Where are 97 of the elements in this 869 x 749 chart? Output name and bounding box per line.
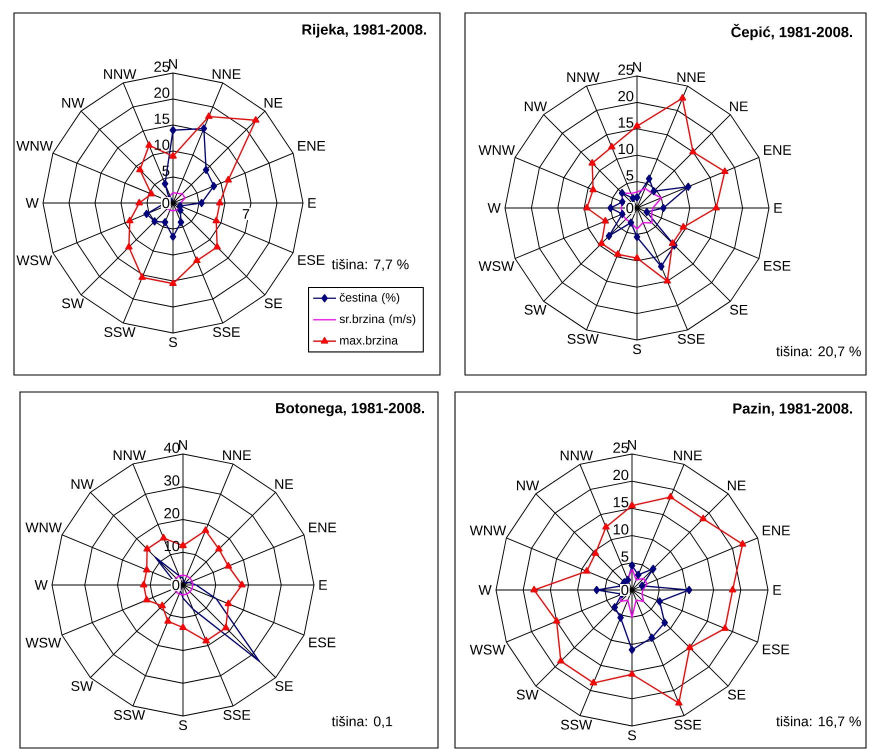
spoke-label: SSE (223, 710, 250, 720)
y-tick-label: 0 (621, 584, 628, 596)
spoke-label: S (168, 337, 178, 348)
spoke-label: ESE (764, 260, 790, 271)
text: tišina: 16,7 % (776, 716, 861, 728)
spoke-label: ENE (309, 522, 336, 532)
y-tick-label: 5 (626, 170, 634, 181)
text: tišina: 7,7 % (332, 259, 409, 271)
chart-title: Rijeka, 1981-2008. (302, 24, 426, 38)
y-tick-label: 15 (154, 114, 170, 124)
spoke-label: N (628, 440, 636, 450)
y-tick-label: 20 (613, 470, 628, 480)
spoke-label: SSW (114, 710, 146, 720)
spoke-label: WSW (26, 638, 62, 648)
y-tick-label: 30 (164, 475, 180, 486)
y-tick-label: 20 (618, 90, 634, 102)
spoke-label: NW (62, 98, 84, 108)
spoke-label: NE (264, 98, 282, 108)
spoke-label: E (308, 198, 316, 208)
spoke-label: SSW (104, 327, 136, 338)
spoke-label: NE (275, 479, 294, 489)
spoke-label: SSE (674, 720, 702, 730)
spoke-label: NNE (674, 450, 702, 460)
spoke-label: WSW (478, 261, 514, 272)
spoke-label: S (628, 730, 636, 740)
spoke-label: SSW (568, 334, 599, 344)
spoke-label: ENE (298, 141, 326, 151)
y-tick-label: 25 (154, 62, 170, 72)
text: tišina: 0,1 (332, 716, 392, 728)
spoke-label: E (774, 203, 782, 213)
spoke-label: SE (264, 298, 282, 308)
spoke-label: SW (62, 298, 84, 308)
text: tišina: 20,7 % (776, 346, 861, 358)
legend-label: čestina (%) (340, 292, 400, 304)
spoke-label: SSE (213, 327, 240, 338)
spoke-label: NW (516, 480, 540, 490)
spoke-label: SSW (560, 720, 592, 730)
legend-label: max.brzina (340, 336, 398, 345)
y-tick-label: 0 (172, 580, 180, 590)
y-tick-label: 15 (618, 118, 634, 128)
spoke-label: N (169, 59, 177, 69)
y-tick-label: 10 (614, 524, 628, 535)
y-tick-label: 25 (613, 442, 628, 453)
y-tick-label: 10 (154, 140, 170, 150)
spoke-label: ESE (298, 255, 325, 266)
chart-title: Čepić, 1981-2008. (731, 24, 852, 40)
y-tick-label: 0 (162, 198, 170, 208)
spoke-label: WNW (470, 526, 506, 536)
spoke-label: WSW (16, 255, 52, 266)
spoke-label: NNE (212, 69, 240, 79)
spoke-label: SW (516, 690, 539, 700)
spoke-label: NW (524, 102, 547, 112)
spoke-label: NW (72, 479, 94, 489)
y-tick-label: 15 (614, 497, 628, 508)
y-tick-label: 25 (618, 64, 634, 75)
spoke-label: SE (730, 304, 748, 315)
spoke-label: S (178, 720, 188, 730)
spoke-label: N (633, 62, 641, 72)
spoke-label: ESE (309, 637, 336, 648)
spoke-label: W (34, 580, 48, 590)
chart-title: Botonega, 1981-2008. (276, 402, 424, 416)
y-tick-label: 10 (618, 144, 634, 154)
spoke-label: NE (730, 102, 748, 112)
spoke-label: NE (728, 480, 746, 490)
spoke-label: W (478, 585, 492, 595)
text: 7 (242, 209, 250, 219)
spoke-label: NNW (114, 450, 146, 460)
spoke-label: S (632, 344, 642, 354)
spoke-label: E (773, 585, 782, 595)
y-tick-label: 40 (164, 442, 180, 453)
spoke-label: NNW (567, 72, 600, 82)
spoke-label: W (488, 203, 501, 213)
y-tick-label: 5 (621, 551, 628, 562)
y-tick-label: 20 (154, 88, 170, 98)
spoke-label: ENE (764, 145, 792, 155)
spoke-label: ENE (762, 526, 790, 536)
spoke-label: NNE (223, 450, 251, 460)
spoke-label: W (26, 198, 39, 208)
spoke-label: NNE (677, 72, 706, 82)
spoke-label: ESE (762, 644, 790, 654)
spoke-label: NNW (560, 450, 593, 460)
spoke-label: SSE (678, 334, 705, 344)
spoke-label: WSW (470, 644, 506, 655)
spoke-label: SW (524, 304, 546, 315)
spoke-label: WNW (478, 145, 515, 155)
legend-label: sr.brzina (m/s) (340, 314, 416, 326)
spoke-label: N (179, 440, 187, 450)
spoke-label: NNW (104, 69, 136, 79)
spoke-label: SW (71, 681, 94, 691)
y-tick-label: 20 (164, 508, 180, 518)
spoke-label: SE (728, 690, 746, 700)
spoke-label: E (319, 580, 327, 590)
spoke-label: WNW (25, 522, 62, 532)
chart-title: Pazin, 1981-2008. (733, 402, 852, 416)
y-tick-label: 0 (626, 202, 634, 214)
spoke-label: WNW (16, 141, 53, 151)
spoke-label: SE (275, 681, 293, 691)
